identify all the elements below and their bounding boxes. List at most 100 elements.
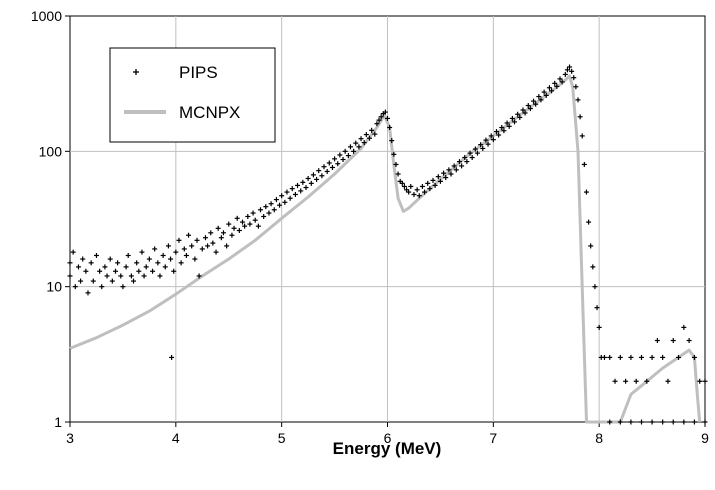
data-point xyxy=(628,419,634,425)
data-point xyxy=(557,76,563,82)
data-point xyxy=(462,155,468,161)
data-point xyxy=(670,419,676,425)
data-point xyxy=(183,252,189,258)
data-point xyxy=(697,378,703,384)
data-point xyxy=(67,273,73,279)
data-point xyxy=(155,260,161,266)
data-point xyxy=(639,354,644,360)
data-point xyxy=(494,129,500,135)
data-point xyxy=(189,243,195,249)
data-point xyxy=(649,419,655,425)
data-point xyxy=(499,125,505,131)
data-point xyxy=(358,136,364,142)
data-point xyxy=(607,354,613,360)
data-point xyxy=(536,94,542,100)
data-point xyxy=(546,85,552,91)
x-tick-label: 6 xyxy=(384,430,392,446)
data-point xyxy=(88,260,94,266)
data-point xyxy=(342,148,348,154)
x-tick-label: 8 xyxy=(595,430,603,446)
data-point xyxy=(670,338,676,344)
data-point xyxy=(391,151,397,157)
data-point xyxy=(351,148,357,154)
data-point xyxy=(93,252,99,258)
data-point xyxy=(199,246,205,252)
y-tick-label: 1 xyxy=(54,414,62,430)
data-point xyxy=(416,193,422,199)
data-point xyxy=(367,135,373,141)
data-point xyxy=(298,188,304,194)
data-point xyxy=(549,88,555,94)
data-point xyxy=(347,144,353,150)
data-point xyxy=(478,142,484,148)
data-point xyxy=(654,338,660,344)
data-point xyxy=(326,160,332,166)
data-point xyxy=(573,84,579,90)
data-point xyxy=(681,324,687,330)
data-point xyxy=(213,249,219,255)
data-point xyxy=(240,219,246,225)
data-point xyxy=(236,228,242,234)
data-point xyxy=(490,137,496,143)
data-point xyxy=(581,161,587,167)
data-point xyxy=(316,168,322,174)
data-point xyxy=(453,167,459,173)
data-point xyxy=(385,115,390,121)
data-point xyxy=(588,243,594,249)
data-point xyxy=(575,97,581,103)
data-point xyxy=(157,273,163,279)
data-point xyxy=(686,338,692,344)
data-point xyxy=(639,419,644,425)
data-point xyxy=(165,243,171,249)
data-point xyxy=(67,260,73,266)
data-point xyxy=(506,123,512,129)
data-point xyxy=(660,354,666,360)
data-point xyxy=(220,230,226,236)
data-point xyxy=(559,79,565,85)
data-point xyxy=(527,106,533,112)
data-point xyxy=(99,284,105,290)
data-point xyxy=(607,419,613,425)
data-point xyxy=(173,249,179,255)
data-point xyxy=(363,132,369,138)
data-point xyxy=(520,107,526,113)
data-point xyxy=(623,378,629,384)
data-point xyxy=(501,128,507,134)
legend-label-pips: PIPS xyxy=(179,63,218,82)
data-point xyxy=(261,213,267,219)
data-point xyxy=(382,109,388,115)
data-point xyxy=(592,284,598,290)
data-point xyxy=(72,284,78,290)
data-point xyxy=(162,264,168,270)
data-point xyxy=(186,232,192,238)
data-point xyxy=(321,164,327,170)
data-point xyxy=(474,150,480,156)
data-point xyxy=(590,264,596,270)
data-point xyxy=(541,89,547,95)
data-point xyxy=(324,168,330,174)
data-point xyxy=(345,153,351,159)
data-point xyxy=(376,117,382,123)
data-point xyxy=(78,278,84,284)
data-point xyxy=(702,419,708,425)
data-point xyxy=(102,264,108,270)
data-point xyxy=(406,189,412,195)
data-point xyxy=(192,256,198,262)
data-point xyxy=(480,145,486,151)
data-point xyxy=(340,157,346,163)
data-point xyxy=(97,268,103,274)
data-point xyxy=(128,273,134,279)
x-tick-label: 4 xyxy=(172,430,180,446)
data-point xyxy=(113,268,119,274)
data-point xyxy=(564,67,570,73)
data-point xyxy=(378,114,384,120)
data-point xyxy=(263,204,269,210)
data-point xyxy=(152,246,158,252)
data-point xyxy=(245,213,251,219)
data-point xyxy=(136,268,142,274)
data-point xyxy=(583,189,589,195)
data-point xyxy=(691,419,697,425)
data-point xyxy=(224,243,230,249)
data-point xyxy=(308,180,314,186)
data-point xyxy=(579,133,585,139)
